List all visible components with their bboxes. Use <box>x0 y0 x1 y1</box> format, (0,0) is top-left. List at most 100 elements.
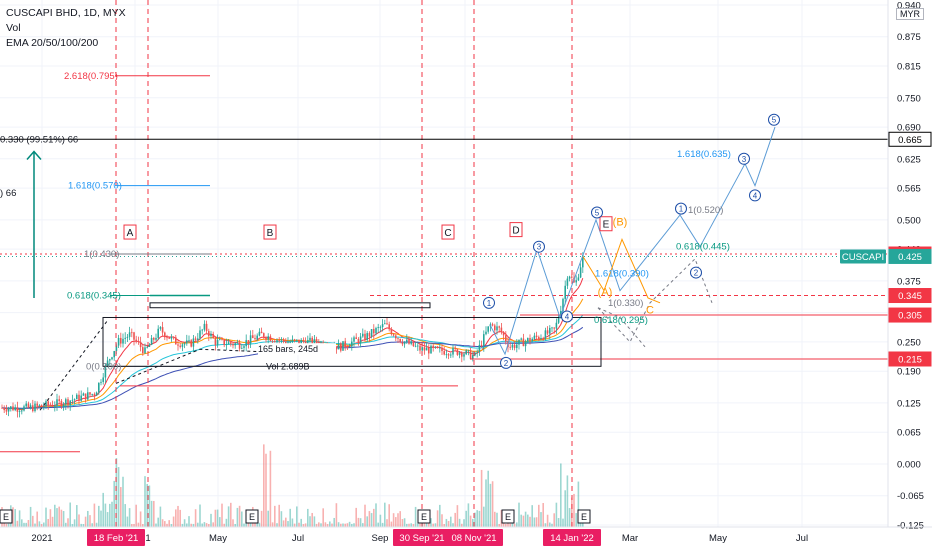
price-label-badge <box>888 307 932 323</box>
price-tick-label: 0.815 <box>897 62 921 73</box>
volume-bar <box>487 470 489 527</box>
volume-bar <box>296 506 298 527</box>
volume-bar <box>122 476 124 527</box>
candle-body <box>278 340 280 341</box>
price-tick-label: 0.000 <box>897 459 921 470</box>
volume-bar <box>78 514 80 527</box>
candle-body <box>10 406 12 409</box>
wave-number: 3 <box>537 243 542 252</box>
candle-body <box>454 347 456 350</box>
candle-body <box>496 326 498 331</box>
candle-body <box>84 393 87 400</box>
wave-number: 4 <box>565 313 570 322</box>
volume-bar <box>106 512 109 527</box>
candle-body <box>205 323 208 332</box>
candle-body <box>216 339 219 346</box>
currency-badge[interactable]: MYR <box>896 8 924 20</box>
candle-body <box>524 341 527 347</box>
volume-bar <box>60 509 63 527</box>
price-axis: 0.940 0.875 0.815 0.750 0.690 0.625 0.565 0.500… <box>840 0 932 550</box>
volume-bar <box>527 514 529 527</box>
candle-body <box>238 342 241 349</box>
candle-body <box>172 336 175 338</box>
candle-body <box>199 330 201 339</box>
candle-body <box>335 346 338 350</box>
volume-bar <box>148 485 151 527</box>
volume-bar <box>577 481 580 527</box>
volume-bar <box>555 502 558 527</box>
candle-body <box>357 338 360 343</box>
candle-body <box>520 338 522 340</box>
volume-bar <box>291 518 294 527</box>
volume-bar <box>82 523 85 527</box>
candle-body <box>425 347 428 351</box>
volume-bar <box>500 510 503 527</box>
candle-body <box>38 404 41 406</box>
volume-bar <box>359 518 362 527</box>
wave-number-circle <box>749 189 761 202</box>
volume-bar <box>414 506 417 527</box>
candle-body <box>265 337 267 340</box>
volume-bar <box>16 520 19 527</box>
volume-bar <box>392 513 395 527</box>
price-tick-label: 0.875 <box>897 32 921 43</box>
fib-label: 2.618(0.795) <box>64 71 118 82</box>
volume-bar <box>432 523 434 527</box>
candle-body <box>139 341 142 348</box>
volume-bar <box>223 523 225 527</box>
measure-annotation: 0.330 (99.51%) 66 <box>0 134 78 145</box>
candle-body <box>91 394 93 395</box>
volume-bar <box>197 522 199 527</box>
candle-body <box>109 359 111 361</box>
ema-indicator-label[interactable]: EMA 20/50/100/200 <box>6 37 99 49</box>
volume-bar <box>461 523 463 527</box>
candle-body <box>535 335 538 337</box>
volume-bar <box>355 507 357 527</box>
candle-body <box>289 341 291 343</box>
volume-bar <box>172 516 175 527</box>
volume-bar <box>516 522 518 527</box>
candle-body <box>518 339 520 345</box>
candle-body <box>302 339 305 342</box>
volume-bar <box>513 523 516 527</box>
candle-body <box>399 338 401 343</box>
candle-body <box>436 346 439 348</box>
volume-bar <box>274 505 276 527</box>
candle-body <box>21 410 23 412</box>
volume-bar <box>522 515 525 527</box>
candle-body <box>183 343 186 345</box>
symbol-title[interactable]: CUSCAPI BHD, 1D, MYX <box>6 7 126 19</box>
volume-bar <box>456 505 459 527</box>
annotation-labels: 2.618(0.795) 1.618(0.570) 1(0.430) 0.618(0.… <box>0 71 780 524</box>
candle-body <box>56 399 58 406</box>
wave-number: 4 <box>753 191 758 200</box>
candle-body <box>300 339 302 344</box>
price-label-badge <box>888 351 932 367</box>
volume-bar <box>219 517 221 527</box>
candle-body <box>472 355 474 359</box>
volume-bar <box>221 503 223 527</box>
candle-body <box>417 345 419 347</box>
legend: CUSCAPI BHD, 1D, MYX Vol EMA 20/50/100/2… <box>6 6 126 51</box>
wave-letter-box <box>509 222 523 238</box>
time-tick-label: May <box>709 533 727 544</box>
volume-bar <box>186 523 188 527</box>
volume-bar <box>326 523 329 527</box>
candle-body <box>373 329 375 334</box>
volume-bar <box>478 510 481 527</box>
volume-bar <box>280 511 283 527</box>
volume-bar <box>366 516 368 527</box>
volume-bar <box>399 511 401 527</box>
volume-bar <box>544 523 547 527</box>
volume-bar <box>23 522 25 527</box>
wave-number: 2 <box>504 359 509 368</box>
volume-bar <box>388 504 390 527</box>
volume-bar <box>212 522 214 527</box>
candle-body <box>346 347 349 348</box>
time-marker-label: 30 Sep '21 <box>399 533 444 544</box>
volume-indicator-label[interactable]: Vol <box>6 22 21 34</box>
volume-bar <box>18 510 21 527</box>
candle-body <box>203 323 206 330</box>
volume-bar <box>379 514 382 527</box>
